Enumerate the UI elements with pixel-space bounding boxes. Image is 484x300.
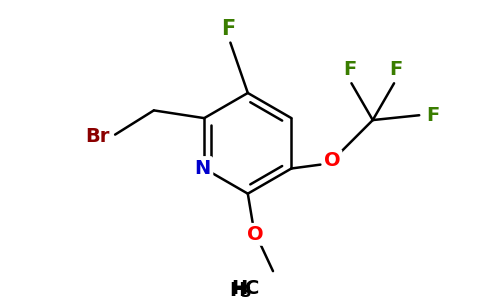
- Text: C: C: [245, 279, 260, 298]
- Text: F: F: [221, 19, 236, 39]
- Text: O: O: [247, 225, 264, 244]
- Text: H: H: [231, 279, 247, 298]
- Text: 3: 3: [241, 285, 251, 300]
- Text: F: F: [389, 60, 403, 79]
- Text: Br: Br: [86, 127, 110, 146]
- Text: O: O: [324, 151, 340, 170]
- Text: F: F: [343, 60, 356, 79]
- Text: H: H: [229, 281, 246, 300]
- Text: N: N: [194, 159, 211, 178]
- Text: F: F: [426, 106, 439, 125]
